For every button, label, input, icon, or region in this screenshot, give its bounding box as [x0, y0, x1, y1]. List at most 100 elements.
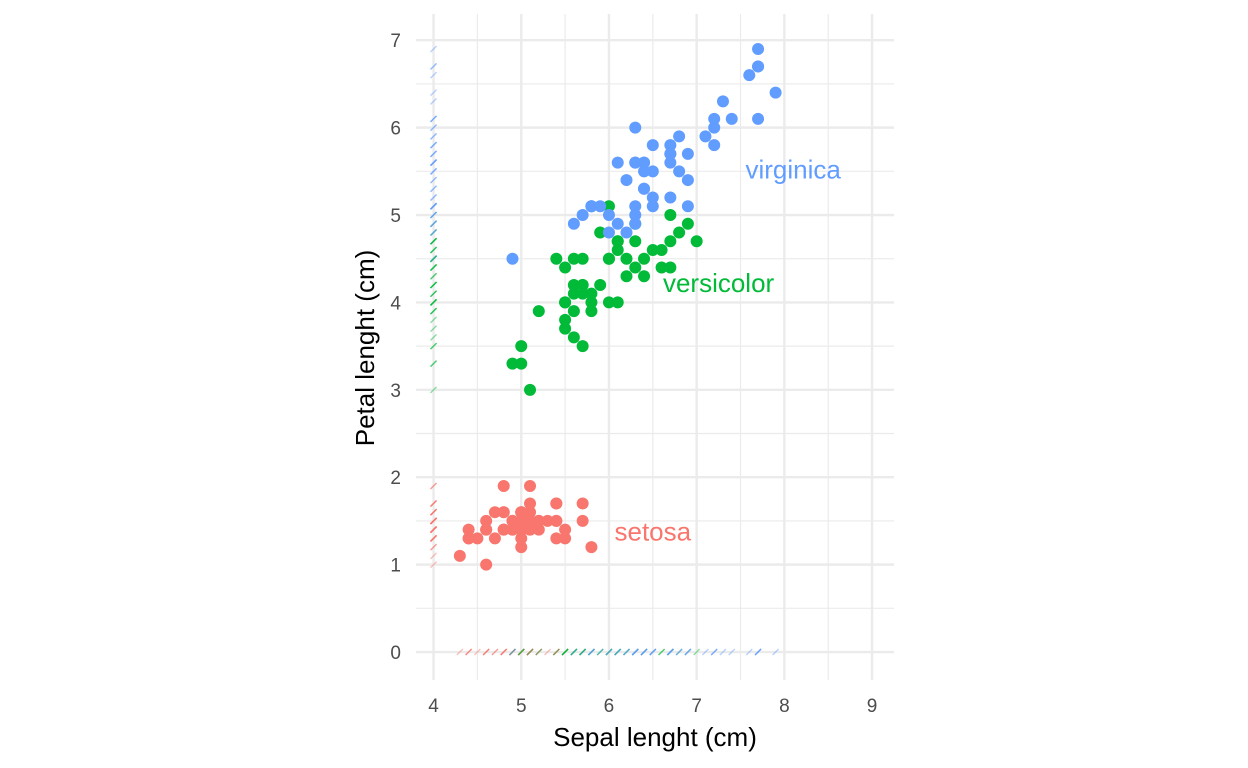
y-rug-mark	[430, 246, 438, 254]
y-rug-mark	[430, 517, 438, 525]
y-rug-mark	[430, 333, 438, 341]
x-rug-mark	[623, 648, 630, 656]
y-rug-mark	[430, 237, 438, 245]
data-point	[620, 252, 633, 265]
y-rug-mark	[430, 526, 438, 534]
x-rug-mark	[605, 648, 613, 656]
x-rug-mark	[491, 648, 499, 656]
x-rug-mark	[701, 648, 709, 656]
x-rug-mark	[684, 648, 692, 656]
y-rug-mark	[430, 71, 438, 79]
y-rug-mark	[430, 150, 438, 158]
x-rug-mark	[517, 648, 525, 656]
x-rug-mark	[535, 648, 543, 656]
data-point	[769, 86, 782, 99]
x-rug-mark	[508, 648, 516, 656]
data-point	[752, 60, 765, 73]
data-point	[611, 243, 624, 256]
x-rug-mark	[561, 648, 569, 656]
y-rug-mark	[430, 272, 438, 280]
data-point	[638, 165, 651, 178]
x-rug-mark	[710, 648, 718, 656]
data-point	[515, 340, 528, 353]
x-rug-mark	[631, 648, 639, 656]
data-point	[629, 217, 642, 230]
data-point	[602, 252, 615, 265]
x-rug-mark	[754, 648, 762, 656]
data-point	[602, 200, 615, 213]
y-rug-mark	[430, 167, 438, 175]
x-rug-mark	[666, 648, 674, 656]
data-point	[664, 191, 677, 204]
x-rug-mark	[535, 648, 543, 656]
y-rug-mark	[430, 517, 438, 525]
data-point	[664, 235, 677, 248]
data-point	[629, 261, 642, 274]
data-point	[611, 296, 624, 309]
y-rug-mark	[430, 263, 438, 271]
x-rug-mark	[570, 648, 578, 656]
y-rug-mark	[430, 508, 438, 516]
x-rug-mark	[640, 648, 648, 656]
x-tick-label: 8	[779, 696, 790, 717]
data-point	[629, 235, 642, 248]
x-rug-mark	[587, 648, 595, 656]
data-point	[681, 200, 694, 213]
y-rug-mark	[430, 124, 438, 132]
data-point	[620, 226, 633, 239]
data-point	[532, 514, 545, 527]
data-point	[646, 139, 659, 152]
data-point	[576, 287, 589, 300]
data-point	[646, 191, 659, 204]
x-rug-mark	[658, 648, 666, 656]
data-point	[541, 514, 554, 527]
y-rug-mark	[430, 499, 438, 507]
x-rug-mark	[579, 648, 587, 656]
data-point	[699, 130, 712, 143]
y-rug-mark	[430, 290, 438, 298]
y-rug-mark	[430, 526, 438, 534]
y-rug-mark	[430, 263, 438, 271]
x-rug-mark	[631, 648, 639, 656]
y-tick-label: 4	[390, 293, 401, 314]
x-rug-mark	[473, 648, 481, 656]
x-rug-mark	[666, 648, 674, 656]
y-rug-mark	[430, 526, 438, 534]
rug-marks	[430, 45, 780, 656]
y-rug-mark	[430, 202, 438, 210]
data-point	[585, 305, 598, 318]
x-rug-mark	[640, 648, 648, 656]
x-rug-mark	[623, 648, 630, 656]
data-point	[585, 287, 598, 300]
data-point	[515, 514, 528, 527]
data-point	[681, 147, 694, 160]
y-tick-label: 7	[390, 31, 401, 52]
y-rug-mark	[430, 526, 438, 534]
x-rug-mark	[587, 648, 595, 656]
y-rug-mark	[430, 517, 438, 525]
data-point	[559, 523, 572, 536]
data-point	[708, 139, 721, 152]
data-point	[629, 121, 642, 134]
x-rug-mark	[605, 648, 613, 656]
y-rug-mark	[430, 159, 438, 167]
y-rug-mark	[430, 202, 438, 210]
x-rug-mark	[570, 648, 578, 656]
y-tick-label: 2	[390, 468, 401, 489]
x-rug-mark	[561, 648, 569, 656]
x-rug-mark	[631, 648, 639, 656]
x-rug-mark	[623, 648, 630, 656]
x-rug-mark	[772, 648, 780, 656]
y-rug-mark	[430, 281, 438, 289]
y-rug-mark	[430, 229, 438, 236]
y-axis-tick-labels: 0 1 2 3 4 5 6 7	[390, 31, 401, 664]
data-points	[453, 42, 782, 571]
y-rug-mark	[430, 220, 438, 228]
x-rug-mark	[587, 648, 595, 656]
y-rug-mark	[430, 255, 438, 263]
data-point	[611, 156, 624, 169]
data-point	[655, 261, 668, 274]
data-point	[559, 532, 572, 545]
y-rug-mark	[430, 255, 438, 263]
data-point	[681, 174, 694, 187]
